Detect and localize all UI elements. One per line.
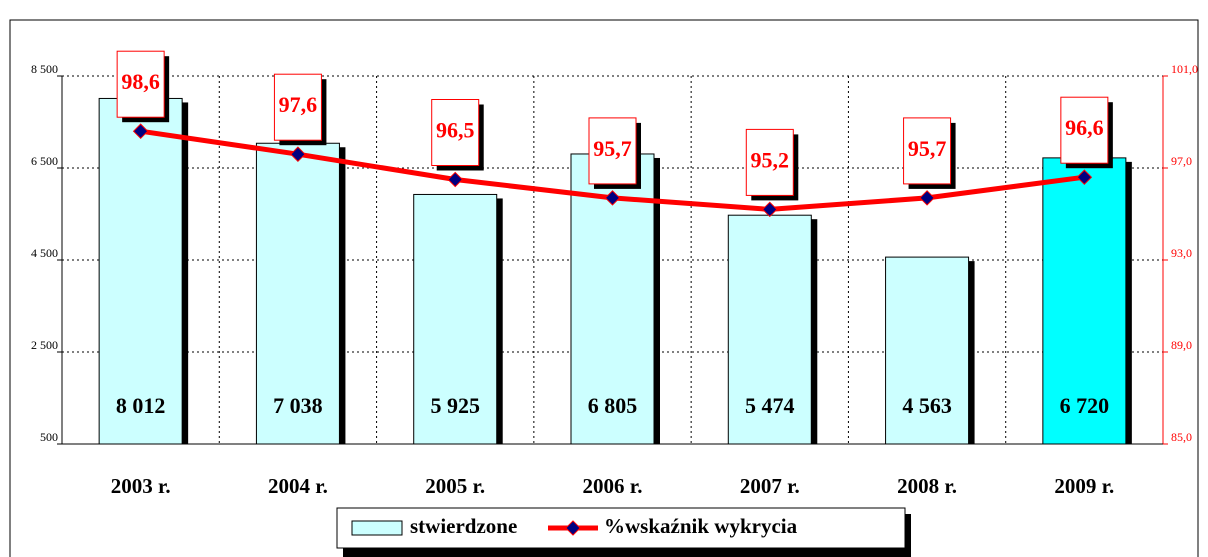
line-value-label: 95,2 bbox=[751, 147, 790, 172]
marker bbox=[604, 190, 621, 206]
bar-value-label: 7 038 bbox=[273, 393, 323, 418]
y2-tick-label: 89,0 bbox=[1171, 338, 1192, 352]
x-tick-label: 2006 r. bbox=[583, 474, 643, 498]
x-tick-label: 2005 r. bbox=[425, 474, 485, 498]
bar-value-label: 4 563 bbox=[902, 393, 952, 418]
label-box bbox=[1060, 96, 1109, 164]
y2-tick-label: 97,0 bbox=[1171, 154, 1192, 168]
x-tick-label: 2007 r. bbox=[740, 474, 800, 498]
line-value-label: 98,6 bbox=[121, 69, 160, 94]
marker bbox=[1076, 169, 1093, 185]
x-tick-label: 2009 r. bbox=[1054, 474, 1114, 498]
bar bbox=[1042, 157, 1127, 445]
legend-label: %wskaźnik wykrycia bbox=[604, 514, 798, 538]
y-tick-label: 6 500 bbox=[31, 154, 58, 168]
bar-value-label: 6 805 bbox=[588, 393, 638, 418]
y-tick-label: 8 500 bbox=[31, 62, 58, 76]
line-value-label: 96,5 bbox=[436, 118, 475, 143]
legend bbox=[336, 507, 906, 549]
bar-value-label: 5 925 bbox=[430, 393, 480, 418]
y2-tick-label: 93,0 bbox=[1171, 246, 1192, 260]
line-value-label: 95,7 bbox=[908, 136, 947, 161]
legend-marker bbox=[565, 520, 581, 536]
marker bbox=[290, 146, 306, 162]
legend-swatch bbox=[351, 520, 403, 536]
bar bbox=[885, 256, 970, 445]
y2-tick-label: 101,0 bbox=[1171, 62, 1198, 76]
label-box bbox=[903, 117, 952, 185]
y-tick-label: 4 500 bbox=[31, 246, 58, 260]
bar-value-label: 5 474 bbox=[745, 393, 795, 418]
bar bbox=[255, 142, 340, 445]
line-value-label: 95,7 bbox=[593, 136, 632, 161]
bar bbox=[413, 193, 498, 445]
y2-tick-label: 85,0 bbox=[1171, 430, 1192, 444]
y-tick-label: 2 500 bbox=[31, 338, 58, 352]
label-box bbox=[431, 99, 480, 166]
x-tick-label: 2004 r. bbox=[268, 474, 328, 498]
marker bbox=[762, 201, 778, 218]
marker bbox=[447, 171, 463, 188]
label-box bbox=[588, 117, 637, 185]
marker bbox=[132, 123, 149, 139]
bar-value-label: 6 720 bbox=[1060, 393, 1110, 418]
label-box bbox=[273, 73, 322, 141]
x-tick-label: 2003 r. bbox=[111, 474, 171, 498]
x-tick-label: 2008 r. bbox=[897, 474, 957, 498]
label-box bbox=[745, 128, 794, 196]
line-value-label: 97,6 bbox=[279, 92, 318, 117]
line-value-label: 96,6 bbox=[1065, 115, 1104, 140]
legend-label: stwierdzone bbox=[410, 514, 517, 538]
bar bbox=[98, 97, 183, 445]
y-tick-label: 500 bbox=[40, 430, 58, 444]
bar bbox=[727, 214, 812, 445]
marker bbox=[919, 190, 935, 206]
bar-value-label: 8 012 bbox=[116, 393, 166, 418]
label-box bbox=[116, 50, 165, 118]
